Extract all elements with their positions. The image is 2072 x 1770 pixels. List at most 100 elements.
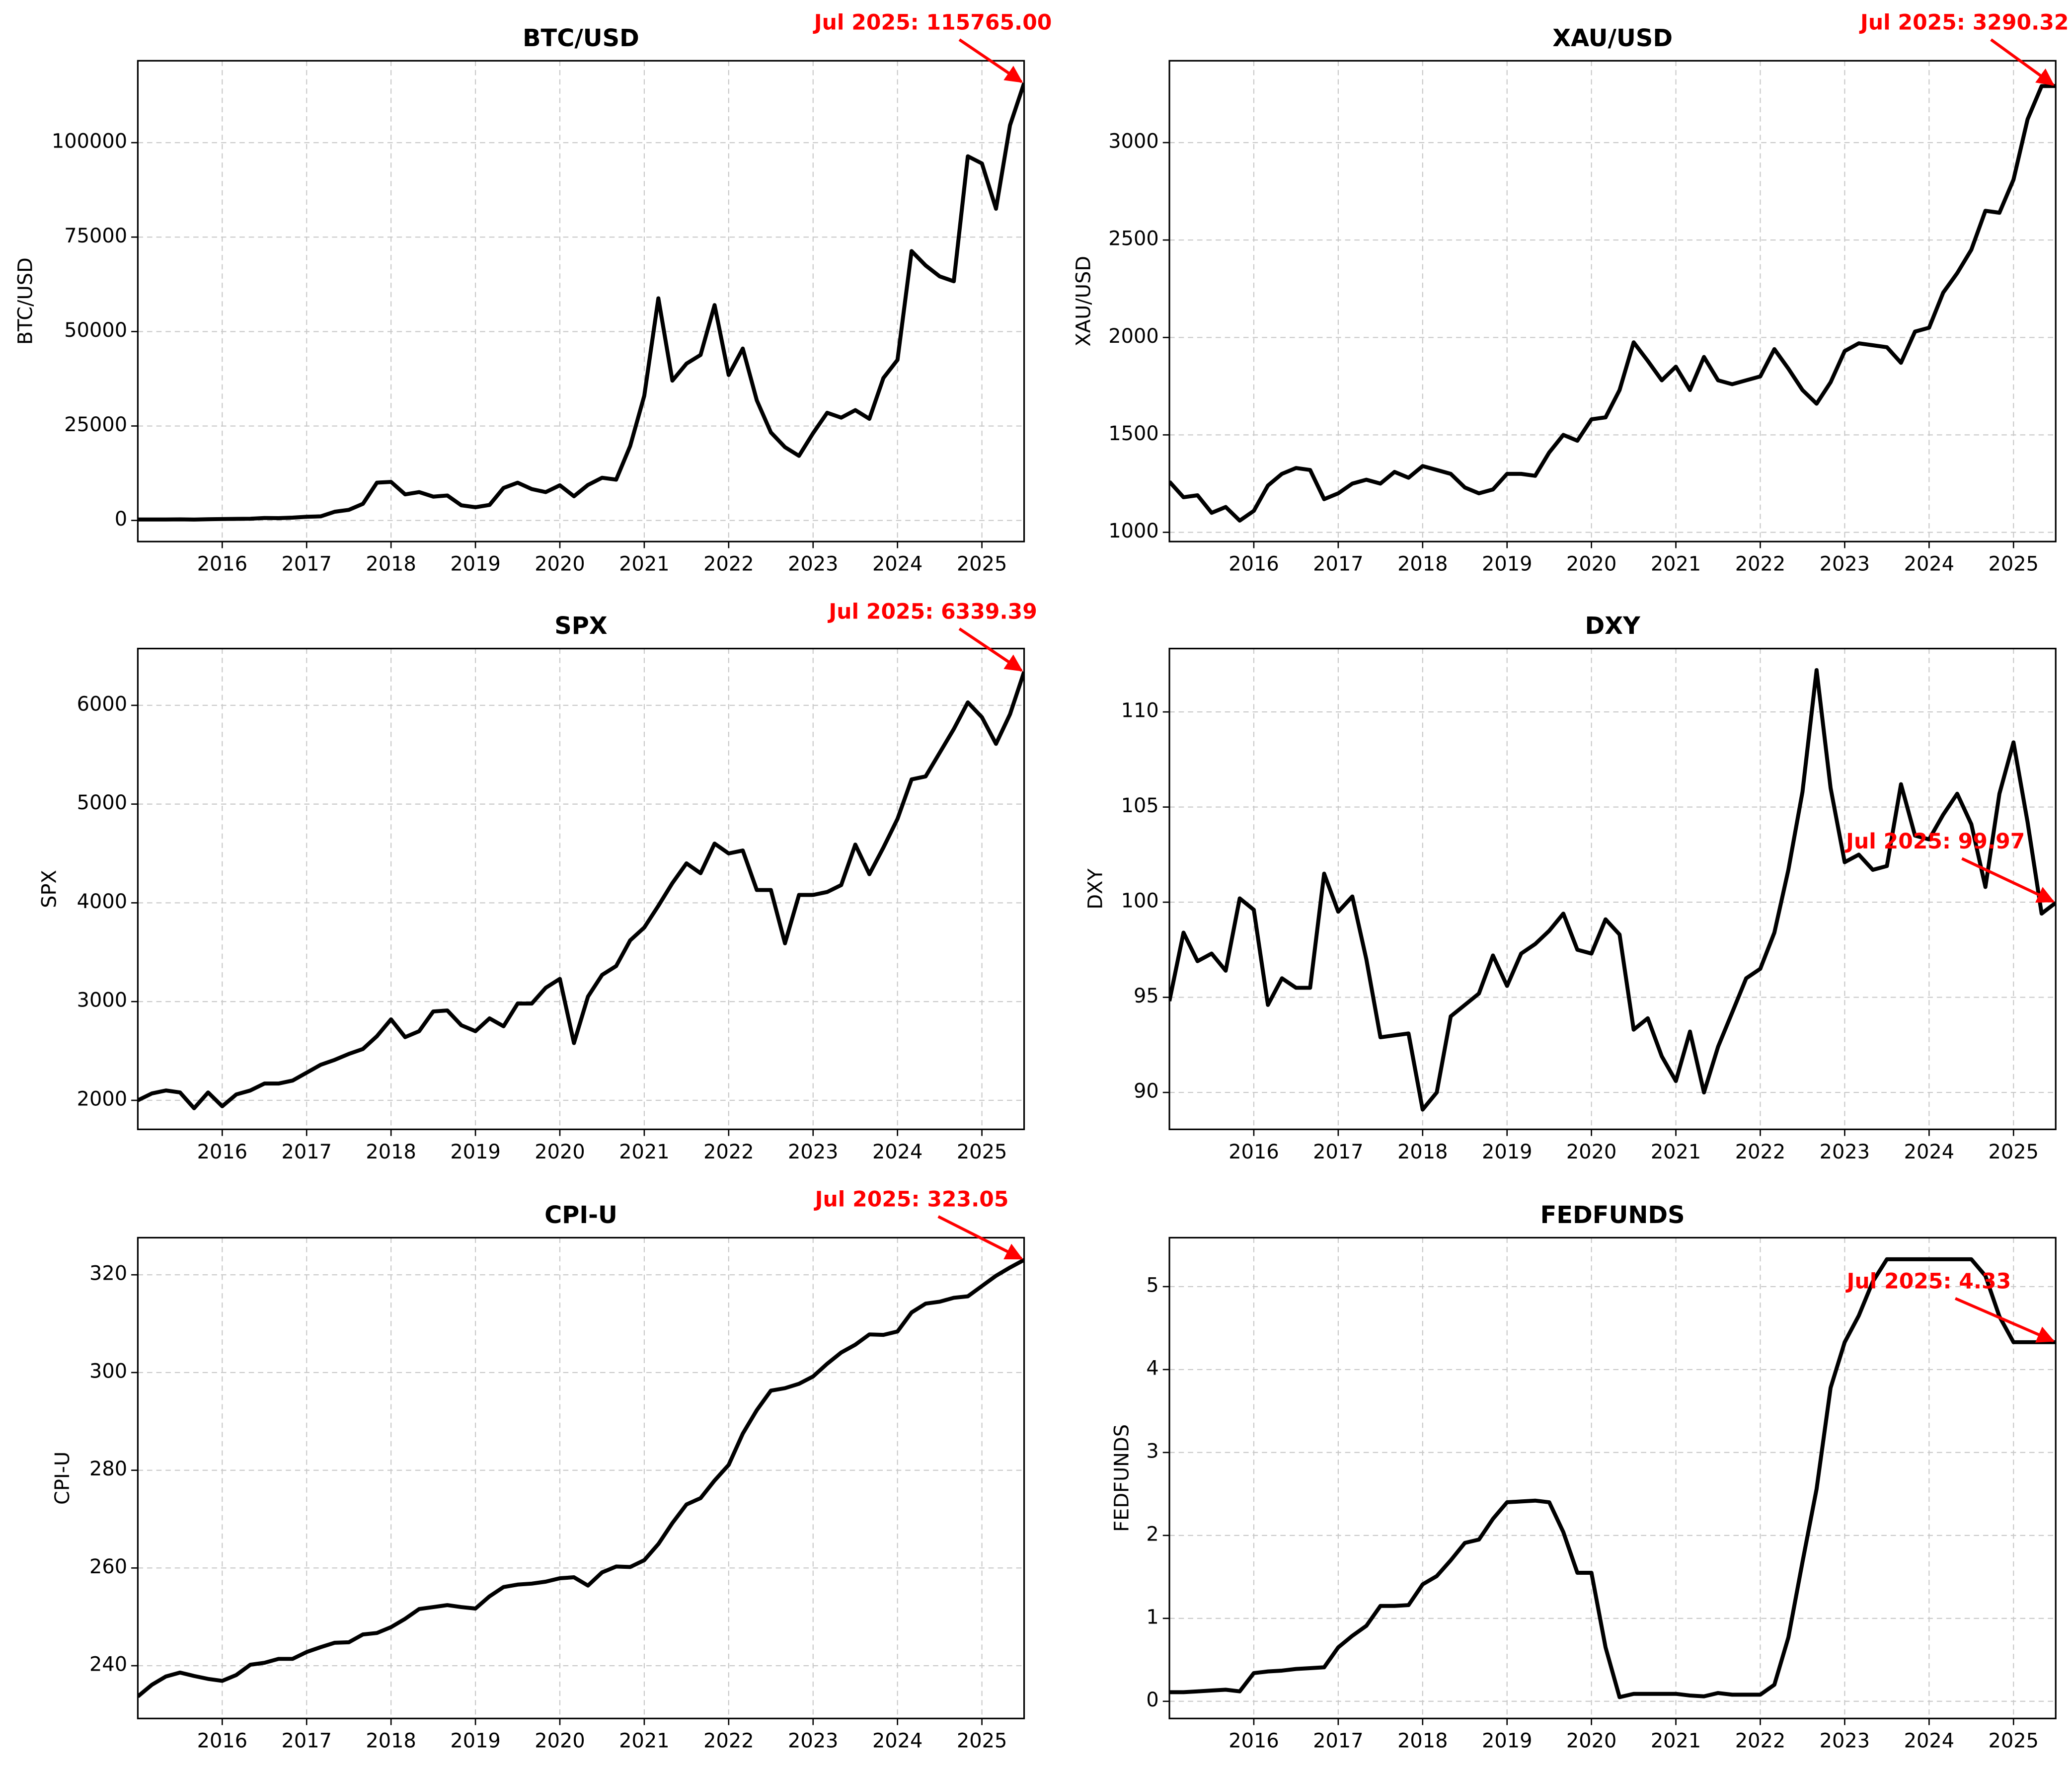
x-tick-label: 2025 <box>1989 1730 2039 1753</box>
x-tick-label: 2019 <box>1482 553 1532 576</box>
y-axis-label: XAU/USD <box>1072 256 1095 346</box>
y-tick-label: 25000 <box>64 413 127 436</box>
y-tick-label: 50000 <box>64 319 127 342</box>
annotation: Jul 2025: 6339.39 <box>827 600 1037 624</box>
panel: 2016 2017 2018 2019 2020 2021 2022 2023 2024 2025… <box>51 1187 1025 1753</box>
y-tick-label: 4 <box>1146 1357 1158 1380</box>
x-tick-label: 2025 <box>1989 1141 2039 1163</box>
x-tick-label: 2017 <box>1313 553 1363 576</box>
chart-title: SPX <box>554 613 607 640</box>
x-tick-label: 2017 <box>1313 1730 1363 1753</box>
y-axis-label: SPX <box>38 870 61 908</box>
x-tick-label: 2022 <box>1735 1141 1785 1163</box>
annotation-arrow <box>1954 1297 2055 1343</box>
x-tick-label: 2025 <box>957 553 1007 576</box>
axes-frame <box>1168 1236 2057 1719</box>
y-tick-label: 1 <box>1146 1606 1158 1628</box>
x-tick-label: 2022 <box>1735 1730 1785 1753</box>
axes-frame <box>137 647 1025 1131</box>
x-tick-label: 2020 <box>1566 1141 1616 1163</box>
x-tick-label: 2020 <box>535 1730 585 1753</box>
y-axis-label: DXY <box>1084 868 1107 910</box>
annotation: Jul 2025: 115765.00 <box>813 10 1052 35</box>
y-tick-label: 300 <box>89 1360 127 1383</box>
x-tick-label: 2016 <box>197 553 247 576</box>
x-tick-label: 2016 <box>1228 1730 1279 1753</box>
x-tick-label: 2017 <box>282 1141 332 1163</box>
x-tick-label: 2017 <box>282 553 332 576</box>
panel: 2016 2017 2018 2019 2020 2021 2022 2023 2024 2025… <box>1084 613 2057 1163</box>
x-tick-label: 2020 <box>1566 1730 1616 1753</box>
y-tick-label: 95 <box>1134 985 1159 1007</box>
y-tick-label: 100000 <box>52 130 127 153</box>
x-tick-label: 2024 <box>1904 1730 1954 1753</box>
x-tick-label: 2022 <box>703 1730 754 1753</box>
annotation-arrow <box>1990 38 2055 86</box>
x-tick-label: 2018 <box>1397 1730 1448 1753</box>
price-line <box>1169 84 2056 523</box>
x-tick-label: 2024 <box>872 1141 922 1163</box>
x-tick-label: 2023 <box>788 1730 838 1753</box>
y-tick-label: 2000 <box>1108 325 1158 348</box>
price-line <box>1169 668 2056 1112</box>
x-tick-label: 2022 <box>703 553 754 576</box>
annotation: Jul 2025: 3290.32 <box>1859 10 2069 35</box>
y-tick-label: 3 <box>1146 1440 1158 1462</box>
y-tick-label: 2 <box>1146 1523 1158 1545</box>
x-tick-label: 2020 <box>535 1141 585 1163</box>
y-tick-label: 5 <box>1146 1274 1158 1297</box>
y-tick-label: 2000 <box>77 1087 127 1110</box>
y-tick-label: 5000 <box>77 791 127 814</box>
x-tick-label: 2016 <box>1228 1141 1279 1163</box>
x-tick-label: 2021 <box>619 1730 669 1753</box>
x-tick-label: 2023 <box>788 553 838 576</box>
y-tick-label: 1000 <box>1108 520 1158 542</box>
x-tick-label: 2025 <box>957 1730 1007 1753</box>
panel: 2016 2017 2018 2019 2020 2021 2022 2023 2024 2025… <box>1072 10 2069 575</box>
chart-title: CPI-U <box>544 1202 617 1229</box>
x-tick-label: 2019 <box>450 1141 500 1163</box>
price-line <box>138 671 1024 1110</box>
x-tick-label: 2016 <box>1228 553 1279 576</box>
x-tick-label: 2023 <box>1820 553 1870 576</box>
y-tick-label: 3000 <box>1108 130 1158 153</box>
y-tick-label: 0 <box>115 508 127 531</box>
x-tick-label: 2018 <box>1397 1141 1448 1163</box>
y-tick-label: 280 <box>89 1458 127 1480</box>
y-tick-label: 260 <box>89 1555 127 1578</box>
x-tick-label: 2019 <box>1482 1730 1532 1753</box>
annotation-arrow <box>958 627 1023 672</box>
x-tick-label: 2019 <box>1482 1141 1532 1163</box>
x-tick-label: 2019 <box>450 1730 500 1753</box>
x-tick-label: 2021 <box>619 1141 669 1163</box>
x-tick-label: 2025 <box>1989 553 2039 576</box>
panel: 2016 2017 2018 2019 2020 2021 2022 2023 2024 2025… <box>14 10 1052 575</box>
x-tick-label: 2017 <box>282 1730 332 1753</box>
x-tick-label: 2018 <box>366 1730 416 1753</box>
x-tick-label: 2021 <box>1651 1141 1701 1163</box>
x-tick-label: 2016 <box>197 1141 247 1163</box>
y-tick-label: 6000 <box>77 693 127 715</box>
x-tick-label: 2019 <box>450 553 500 576</box>
panel: 2016 2017 2018 2019 2020 2021 2022 2023 2024 2025… <box>38 600 1037 1163</box>
axes-frame <box>1168 60 2057 542</box>
annotation-arrow <box>958 38 1023 83</box>
axes-frame <box>137 60 1025 542</box>
x-tick-label: 2022 <box>1735 553 1785 576</box>
y-tick-label: 100 <box>1121 890 1159 913</box>
x-tick-label: 2024 <box>1904 553 1954 576</box>
price-line <box>138 82 1024 522</box>
chart-title: FEDFUNDS <box>1540 1202 1685 1229</box>
y-tick-label: 240 <box>89 1653 127 1676</box>
y-tick-label: 320 <box>89 1262 127 1285</box>
y-axis-label: CPI-U <box>51 1452 74 1505</box>
x-tick-label: 2016 <box>197 1730 247 1753</box>
x-tick-label: 2020 <box>1566 553 1616 576</box>
y-tick-label: 90 <box>1134 1080 1159 1103</box>
axes-frame <box>137 1236 1025 1719</box>
y-axis-label: FEDFUNDS <box>1110 1424 1133 1532</box>
x-tick-label: 2017 <box>1313 1141 1363 1163</box>
x-tick-label: 2018 <box>366 1141 416 1163</box>
